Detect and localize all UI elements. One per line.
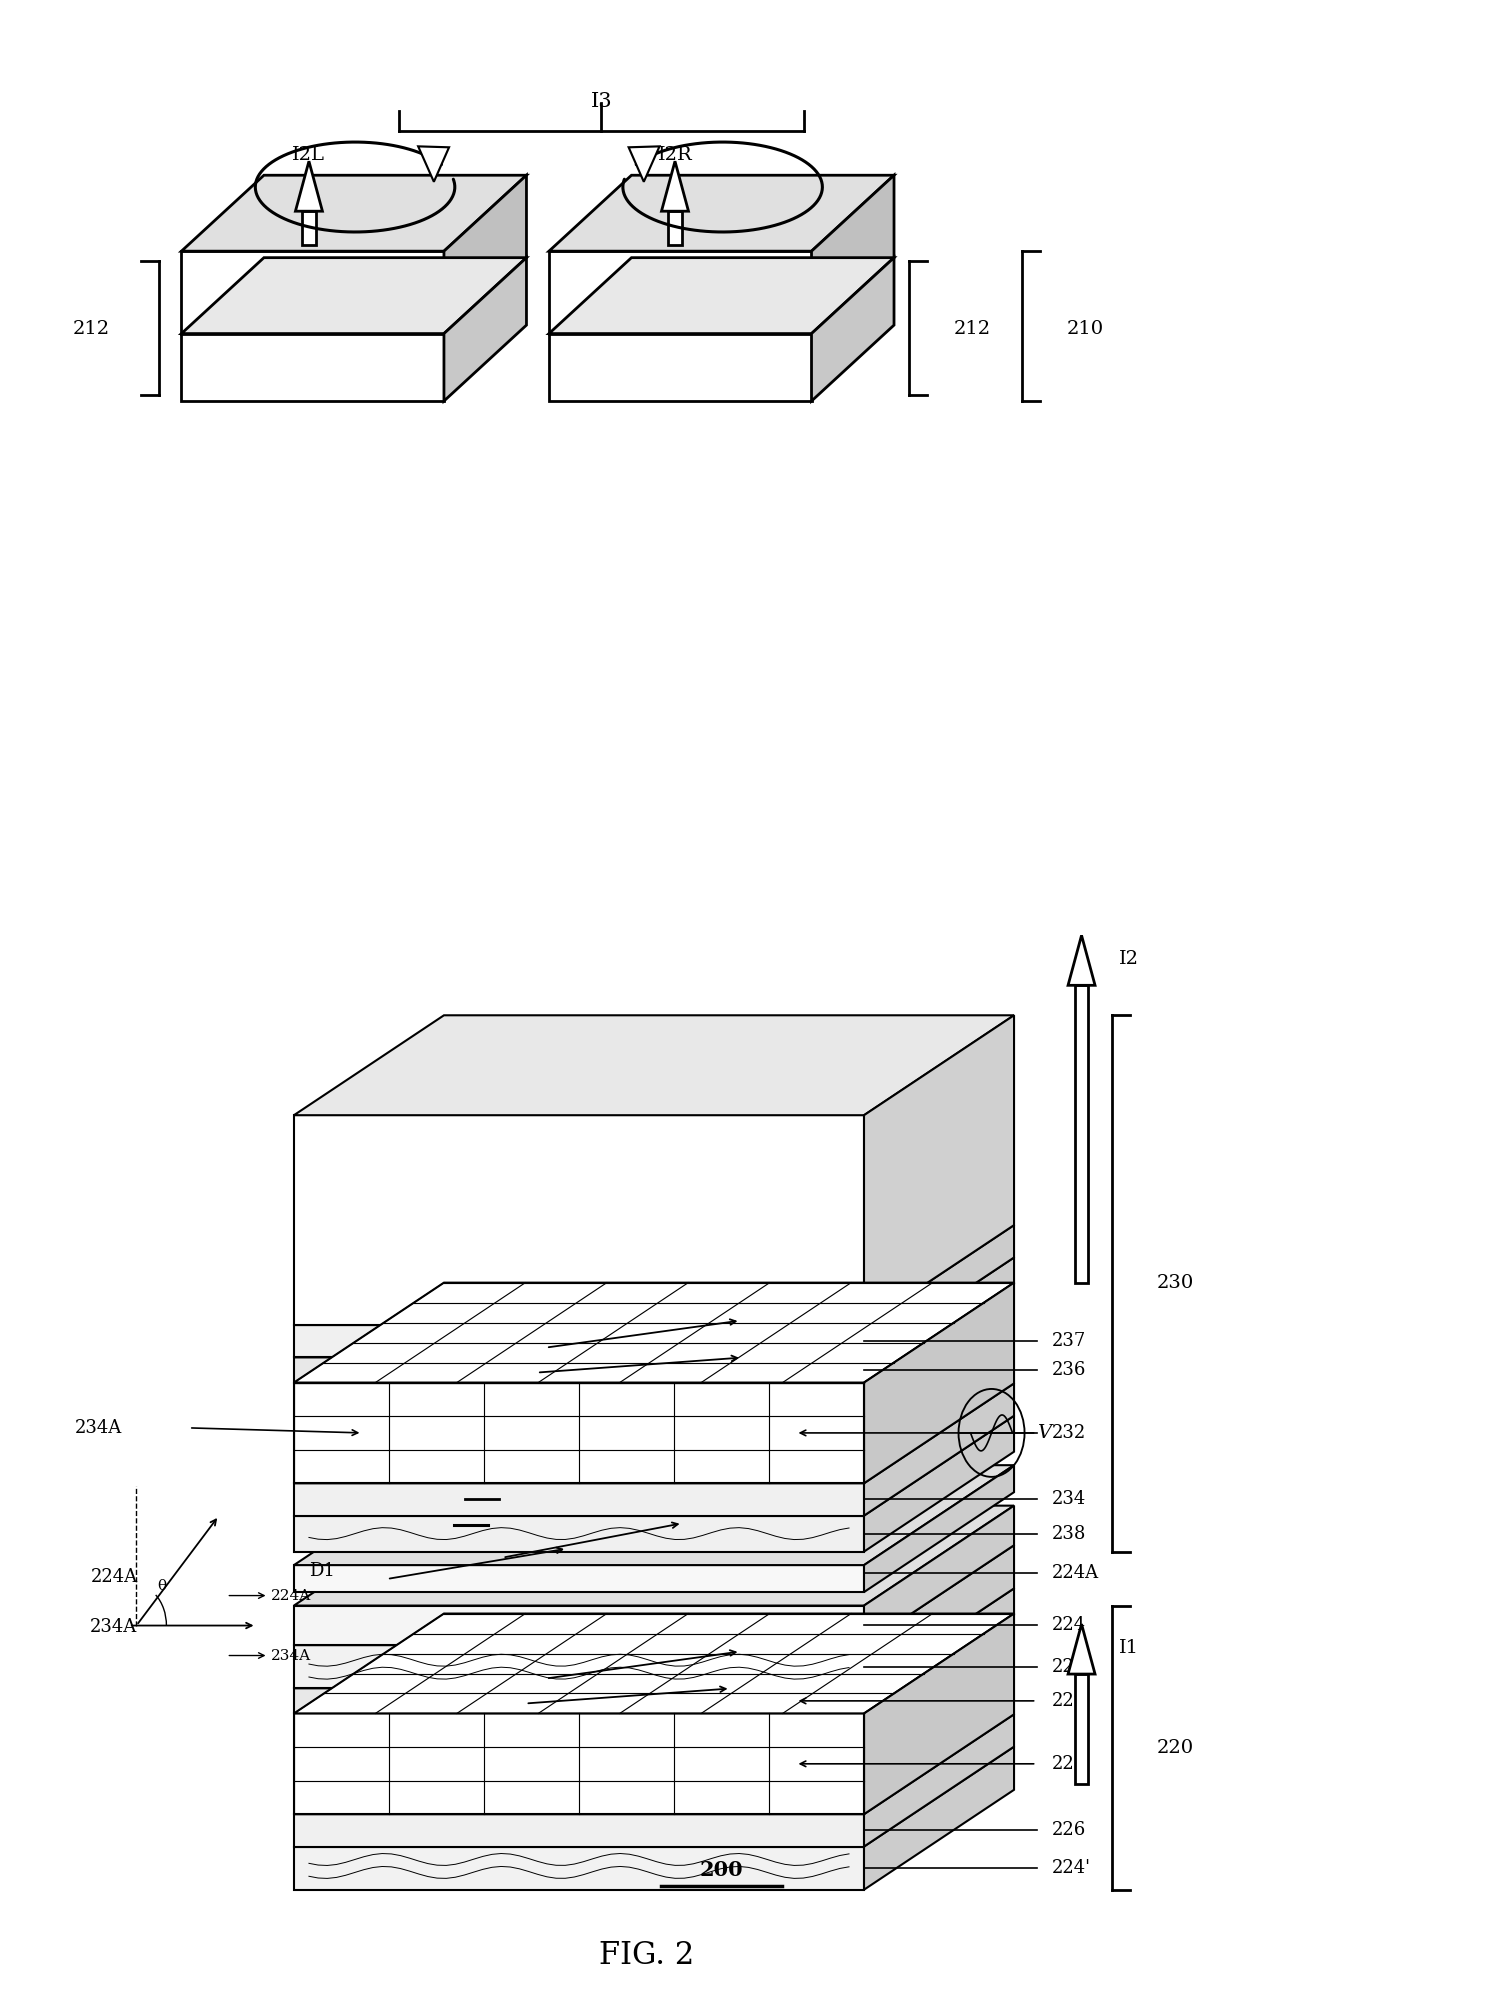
Polygon shape <box>295 1257 1015 1357</box>
Text: 224A: 224A <box>272 1589 311 1603</box>
Polygon shape <box>295 1225 1015 1325</box>
Polygon shape <box>295 1283 1015 1383</box>
Polygon shape <box>295 1847 864 1889</box>
Polygon shape <box>295 1613 1015 1713</box>
Polygon shape <box>295 1545 1015 1645</box>
Text: 234A: 234A <box>90 1619 138 1637</box>
Polygon shape <box>628 146 660 182</box>
Polygon shape <box>295 1605 864 1645</box>
Text: 234: 234 <box>1052 1491 1085 1509</box>
Text: 238: 238 <box>1052 1525 1087 1543</box>
Text: 237: 237 <box>1052 1333 1085 1351</box>
Text: I2: I2 <box>1120 950 1139 968</box>
Polygon shape <box>295 1713 864 1815</box>
Polygon shape <box>295 1115 864 1325</box>
Polygon shape <box>549 334 812 400</box>
Text: 232: 232 <box>1052 1425 1085 1443</box>
Text: θ: θ <box>158 1579 167 1593</box>
Polygon shape <box>182 258 526 334</box>
Polygon shape <box>864 1225 1015 1357</box>
Text: 212: 212 <box>72 320 110 338</box>
Text: I1: I1 <box>1120 1639 1139 1657</box>
Polygon shape <box>295 1465 1015 1565</box>
Text: 228: 228 <box>1052 1657 1085 1675</box>
Polygon shape <box>295 1483 864 1515</box>
Polygon shape <box>295 1565 864 1593</box>
Polygon shape <box>864 1715 1015 1847</box>
Polygon shape <box>864 1283 1015 1483</box>
Polygon shape <box>864 1747 1015 1889</box>
Text: I2L: I2L <box>293 146 326 164</box>
Polygon shape <box>812 258 894 400</box>
Polygon shape <box>182 252 443 334</box>
Text: 224A: 224A <box>1052 1565 1099 1583</box>
Polygon shape <box>296 162 323 212</box>
Polygon shape <box>182 334 443 400</box>
Polygon shape <box>864 1505 1015 1645</box>
Polygon shape <box>295 1357 864 1383</box>
Polygon shape <box>295 1383 864 1483</box>
Polygon shape <box>864 1545 1015 1689</box>
Text: 220: 220 <box>1157 1739 1193 1757</box>
Polygon shape <box>295 1505 1015 1605</box>
Polygon shape <box>295 1747 1015 1847</box>
Polygon shape <box>1069 1625 1096 1675</box>
Polygon shape <box>295 1515 864 1551</box>
Polygon shape <box>864 1465 1015 1593</box>
Polygon shape <box>295 1015 1015 1115</box>
Polygon shape <box>295 1645 864 1689</box>
Polygon shape <box>864 1613 1015 1815</box>
Polygon shape <box>864 1015 1015 1325</box>
Text: 229: 229 <box>1052 1693 1085 1711</box>
Text: V: V <box>1037 1425 1051 1443</box>
Text: I3: I3 <box>591 92 612 110</box>
Polygon shape <box>669 212 682 246</box>
Polygon shape <box>864 1257 1015 1383</box>
Polygon shape <box>1075 984 1088 1283</box>
Text: FIG. 2: FIG. 2 <box>598 1941 694 1971</box>
Polygon shape <box>295 1589 1015 1689</box>
Polygon shape <box>418 146 449 182</box>
Text: 234A: 234A <box>75 1419 123 1437</box>
Polygon shape <box>295 1689 864 1713</box>
Polygon shape <box>1069 934 1096 984</box>
Polygon shape <box>549 176 894 252</box>
Polygon shape <box>1075 1675 1088 1785</box>
Polygon shape <box>864 1417 1015 1551</box>
Text: 224': 224' <box>1052 1859 1091 1877</box>
Text: 236: 236 <box>1052 1361 1087 1379</box>
Text: 224A: 224A <box>90 1569 137 1587</box>
Polygon shape <box>295 1325 864 1357</box>
Text: D1: D1 <box>310 1563 335 1581</box>
Text: 210: 210 <box>1067 320 1103 338</box>
Text: 212: 212 <box>954 320 990 338</box>
Polygon shape <box>182 176 526 252</box>
Text: 222: 222 <box>1052 1755 1085 1773</box>
Polygon shape <box>864 1589 1015 1713</box>
Text: 224: 224 <box>1052 1617 1085 1635</box>
Polygon shape <box>864 1383 1015 1515</box>
Text: I2R: I2R <box>658 146 693 164</box>
Polygon shape <box>812 176 894 334</box>
Polygon shape <box>295 1383 1015 1483</box>
Polygon shape <box>295 1815 864 1847</box>
Text: 200: 200 <box>700 1859 744 1879</box>
Polygon shape <box>549 252 812 334</box>
Polygon shape <box>549 258 894 334</box>
Polygon shape <box>295 1417 1015 1515</box>
Text: 230: 230 <box>1157 1275 1193 1293</box>
Polygon shape <box>443 258 526 400</box>
Polygon shape <box>295 1715 1015 1815</box>
Polygon shape <box>443 176 526 334</box>
Text: 226: 226 <box>1052 1821 1085 1839</box>
Polygon shape <box>302 212 316 246</box>
Text: 234A: 234A <box>272 1649 311 1663</box>
Polygon shape <box>661 162 688 212</box>
